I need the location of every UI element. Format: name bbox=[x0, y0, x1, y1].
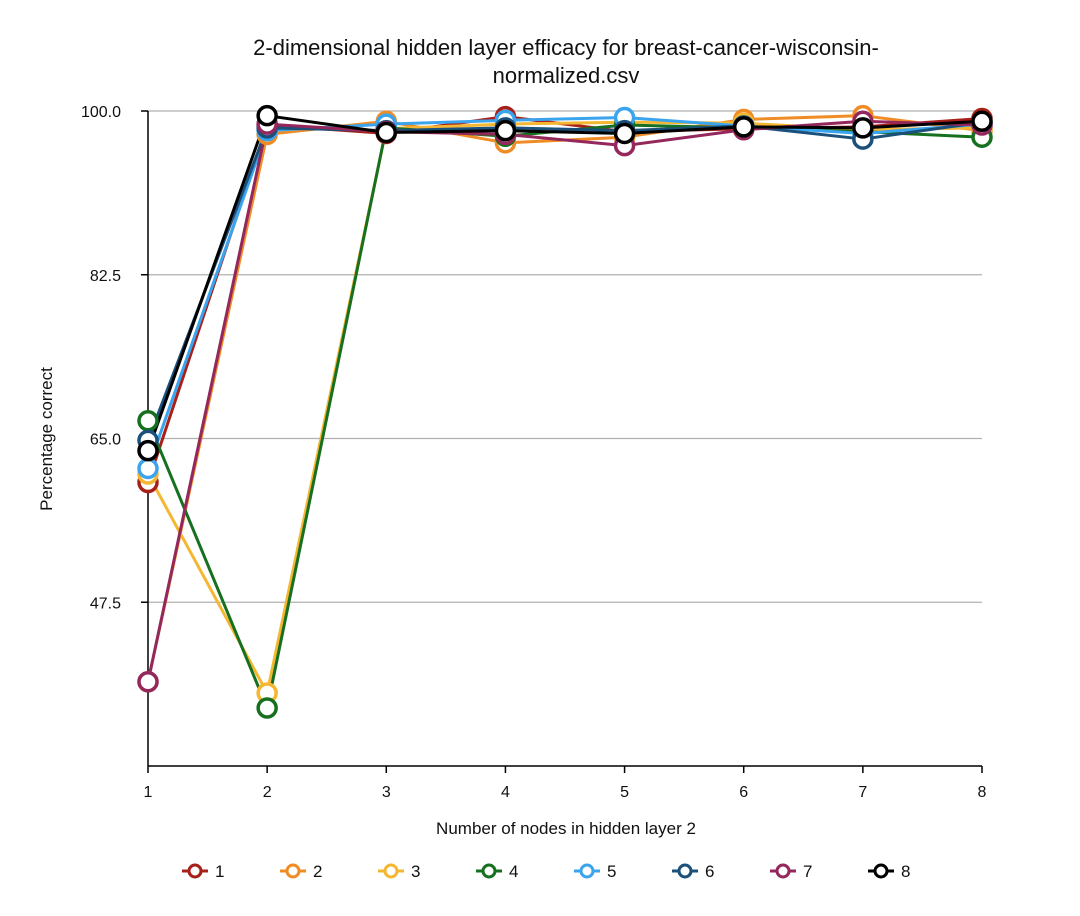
data-point-series-4 bbox=[256, 697, 278, 719]
legend-label-3: 3 bbox=[411, 862, 420, 881]
series-line-7 bbox=[146, 119, 983, 683]
x-axis-label: Number of nodes in hidden layer 2 bbox=[436, 819, 696, 838]
series-line-6 bbox=[146, 120, 983, 441]
gridlines bbox=[148, 110, 982, 603]
x-tick-label: 8 bbox=[978, 784, 987, 801]
legend-label-6: 6 bbox=[705, 862, 714, 881]
legend-marker-6 bbox=[677, 863, 693, 879]
legend-marker-1 bbox=[187, 863, 203, 879]
series-line-5 bbox=[146, 116, 983, 469]
x-tick-label: 6 bbox=[739, 784, 748, 801]
legend-marker-4 bbox=[481, 863, 497, 879]
legend-marker-8 bbox=[873, 863, 889, 879]
series-lines bbox=[146, 114, 983, 710]
data-point-series-7 bbox=[137, 671, 159, 693]
y-tick-label: 100.0 bbox=[81, 104, 121, 121]
legend-label-8: 8 bbox=[901, 862, 910, 881]
legend-marker-2 bbox=[285, 863, 301, 879]
y-tick-labels: 47.5 65.0 82.5 100.0 bbox=[81, 104, 121, 612]
data-point-series-8 bbox=[613, 122, 636, 145]
x-tick-label: 1 bbox=[144, 784, 153, 801]
data-point-series-8 bbox=[494, 119, 517, 142]
data-point-series-8 bbox=[732, 116, 755, 138]
y-tick-label: 47.5 bbox=[90, 595, 121, 612]
series-line-3 bbox=[146, 120, 983, 695]
y-axis-label: Percentage correct bbox=[37, 367, 56, 511]
legend: 1 2 3 4 5 6 7 8 bbox=[182, 862, 910, 881]
series-line-2 bbox=[146, 114, 983, 683]
x-tick-label: 4 bbox=[501, 784, 510, 801]
legend-label-7: 7 bbox=[803, 862, 812, 881]
series-line-8 bbox=[146, 114, 983, 452]
data-point-series-8 bbox=[256, 104, 278, 127]
data-point-series-5 bbox=[137, 457, 159, 480]
data-point-series-8 bbox=[137, 439, 159, 462]
legend-label-1: 1 bbox=[215, 862, 224, 881]
series-line-1 bbox=[146, 115, 983, 483]
x-tick-label: 7 bbox=[858, 784, 867, 801]
data-point-series-8 bbox=[971, 110, 993, 133]
x-tick-labels: 1 2 3 4 5 6 7 8 bbox=[144, 784, 987, 801]
chart-title-line-1: 2-dimensional hidden layer efficacy for … bbox=[253, 35, 879, 60]
data-point-series-4 bbox=[137, 409, 159, 432]
axes bbox=[141, 110, 983, 773]
series-points bbox=[137, 104, 993, 719]
x-tick-label: 5 bbox=[620, 784, 629, 801]
chart-title-line-2: normalized.csv bbox=[493, 63, 640, 88]
x-tick-label: 3 bbox=[382, 784, 391, 801]
series-line-4 bbox=[146, 123, 983, 710]
legend-label-2: 2 bbox=[313, 862, 322, 881]
legend-marker-7 bbox=[775, 863, 791, 879]
data-point-series-8 bbox=[375, 121, 398, 144]
y-tick-label: 82.5 bbox=[90, 268, 121, 285]
data-point-series-8 bbox=[852, 117, 874, 139]
y-tick-label: 65.0 bbox=[90, 432, 121, 449]
legend-marker-3 bbox=[383, 863, 399, 879]
legend-label-5: 5 bbox=[607, 862, 616, 881]
legend-label-4: 4 bbox=[509, 862, 518, 881]
x-tick-label: 2 bbox=[263, 784, 272, 801]
legend-marker-5 bbox=[579, 863, 595, 879]
